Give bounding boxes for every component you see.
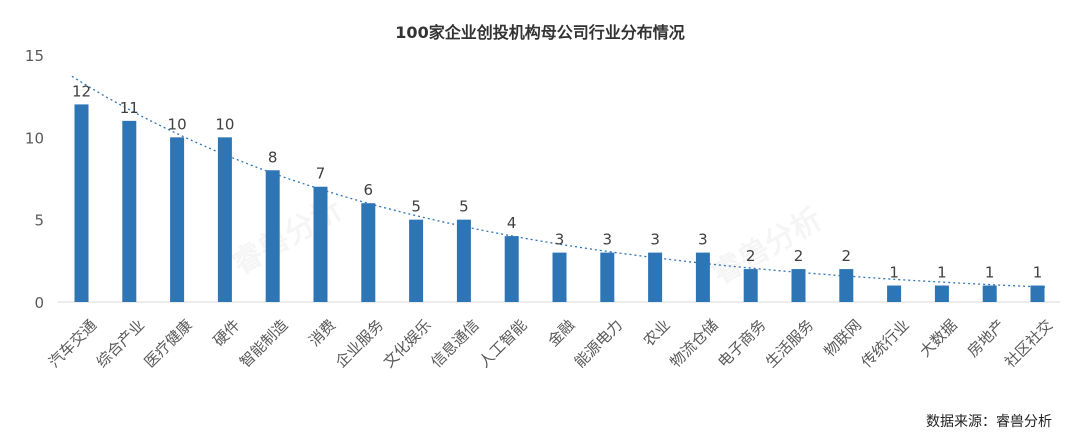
data-label: 10 (168, 115, 187, 133)
bar (1030, 285, 1045, 302)
bar (122, 120, 137, 302)
bar (600, 252, 615, 302)
x-tick-label: 能源电力 (571, 316, 626, 371)
data-label: 12 (72, 82, 91, 100)
data-label: 3 (698, 231, 708, 249)
x-tick-label: 企业服务 (332, 316, 387, 371)
x-tick-label: 物联网 (820, 316, 865, 361)
x-tick-label: 大数据 (916, 316, 961, 361)
watermark-text: 睿兽分析 (707, 202, 828, 292)
bar (743, 269, 758, 302)
data-label: 2 (746, 247, 756, 265)
data-label: 4 (507, 214, 517, 232)
x-tick-label: 人工智能 (475, 316, 530, 371)
bar (504, 236, 519, 302)
data-label: 3 (555, 231, 565, 249)
bar (839, 269, 854, 302)
bar (791, 269, 806, 302)
data-label: 1 (889, 264, 899, 282)
x-tick-label: 传统行业 (858, 316, 913, 371)
data-label: 3 (650, 231, 660, 249)
x-tick-label: 金融 (544, 316, 578, 350)
watermark-text: 睿兽分析 (227, 192, 348, 282)
data-label: 5 (411, 198, 421, 216)
x-tick-label: 农业 (640, 316, 674, 350)
y-axis: 0 5 10 15 (25, 47, 44, 312)
x-tick-label: 智能制造 (236, 316, 291, 371)
x-tick-label: 硬件 (210, 316, 244, 350)
chart-title: 100家企业创投机构母公司行业分布情况 (395, 23, 684, 42)
y-tick-label: 0 (34, 294, 44, 312)
data-label: 7 (316, 165, 326, 183)
trendline (71, 75, 1048, 288)
x-tick-label: 综合产业 (93, 316, 148, 371)
x-tick-label: 信息通信 (427, 316, 482, 371)
data-label: 2 (794, 247, 804, 265)
bar (934, 285, 949, 302)
bars (74, 104, 1045, 303)
data-label: 2 (842, 247, 852, 265)
data-label: 1 (937, 264, 947, 282)
data-label: 1 (985, 264, 995, 282)
bar (456, 219, 471, 302)
x-tick-label: 汽车交通 (45, 316, 100, 371)
bar (74, 104, 89, 303)
x-tick-label: 生活服务 (762, 316, 817, 371)
bar (217, 137, 232, 302)
bar (265, 170, 280, 302)
data-label: 1 (1033, 264, 1043, 282)
y-tick-label: 10 (25, 129, 44, 147)
bar (552, 252, 567, 302)
data-label: 10 (215, 115, 234, 133)
data-label: 5 (459, 198, 469, 216)
bar (887, 285, 902, 302)
x-tick-label: 社区社交 (1001, 316, 1056, 371)
bar (170, 137, 185, 302)
x-tick-label: 房地产 (964, 316, 1009, 361)
x-tick-label: 文化娱乐 (380, 316, 435, 371)
data-label: 11 (120, 99, 139, 117)
data-label: 6 (364, 181, 374, 199)
data-label: 3 (603, 231, 613, 249)
y-tick-label: 5 (34, 212, 44, 230)
x-tick-label: 物流仓储 (666, 316, 721, 371)
bar (361, 203, 376, 302)
bar (648, 252, 663, 302)
source-note: 数据来源：睿兽分析 (926, 414, 1052, 430)
x-tick-label: 电子商务 (714, 316, 769, 371)
y-tick-label: 15 (25, 47, 44, 65)
bar (982, 285, 997, 302)
x-tick-label: 医疗健康 (141, 316, 196, 371)
data-label: 8 (268, 148, 278, 166)
bar (409, 219, 424, 302)
bar (313, 186, 328, 302)
bar (695, 252, 710, 302)
x-tick-label: 消费 (305, 316, 339, 350)
